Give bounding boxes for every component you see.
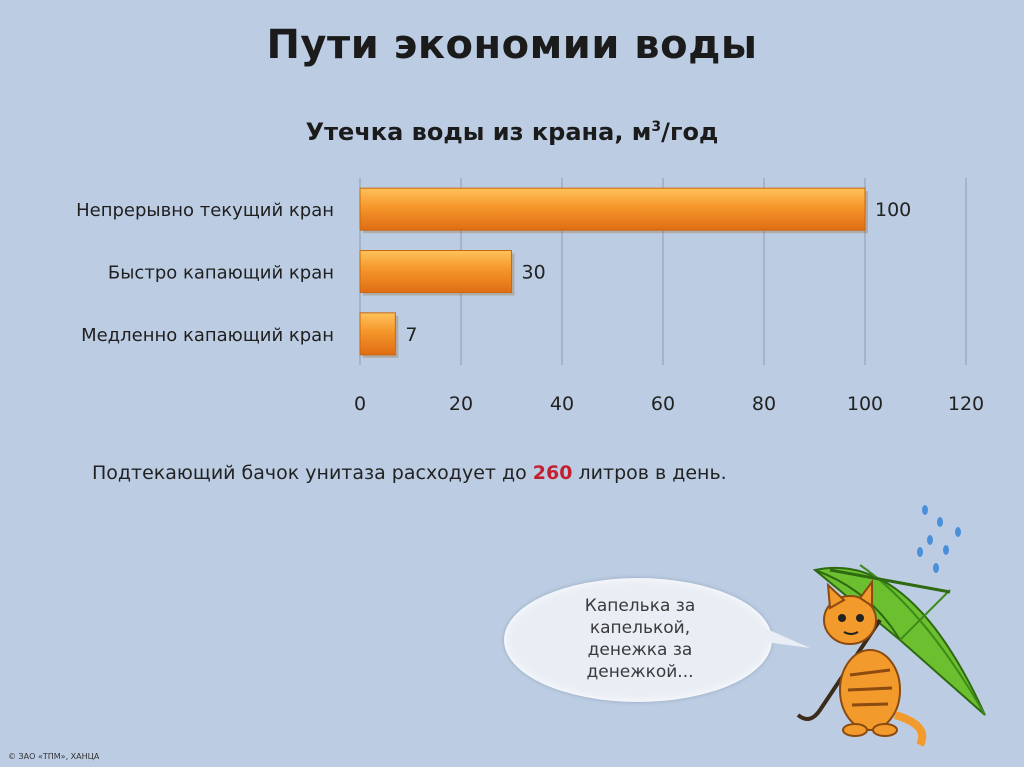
x-tick-label: 100: [847, 393, 883, 415]
x-tick-label: 20: [449, 393, 473, 415]
category-label: Быстро капающий кран: [108, 263, 334, 284]
category-label: Непрерывно текущий кран: [76, 200, 334, 221]
x-tick-label: 40: [550, 393, 574, 415]
data-label: 100: [875, 199, 911, 221]
copyright: © ЗАО «ТПМ», ХАНЦА: [8, 752, 100, 761]
bubble-line: Капелька за: [584, 596, 696, 616]
bar: [359, 250, 512, 293]
x-tick-label: 0: [354, 393, 366, 415]
x-tick-label: 60: [651, 393, 675, 415]
chart-title-tail: /год: [661, 118, 719, 146]
bar-layer: [359, 187, 868, 358]
leak-note: Подтекающий бачок унитаза расходует до 2…: [92, 462, 727, 484]
bubble-tail: [760, 626, 810, 648]
note-before: Подтекающий бачок унитаза расходует до: [92, 462, 533, 484]
note-highlight: 260: [532, 462, 573, 484]
cat-with-umbrella-illustration: [796, 505, 986, 747]
label-layer: 0 20 40 60 80 100 120 Непрерывно текущий кран 10…: [76, 199, 984, 415]
data-label: 30: [522, 262, 546, 284]
bar: [359, 187, 866, 231]
chart-title: Утечка воды из крана, м3/год: [0, 118, 1024, 146]
bubble-line: капелькой,: [589, 618, 691, 638]
bubble-line: денежкой...: [586, 662, 694, 682]
bubble-text: Капелька за капелькой, денежка за денежк…: [540, 595, 740, 683]
category-label: Медленно капающий кран: [81, 325, 334, 346]
chart-title-sup: 3: [651, 119, 662, 135]
x-tick-label: 80: [752, 393, 776, 415]
bubble-line: денежка за: [587, 640, 693, 660]
data-label: 7: [405, 324, 417, 346]
raindrops-icon: [917, 505, 961, 573]
chart-title-main: Утечка воды из крана, м: [305, 118, 652, 146]
x-tick-label: 120: [948, 393, 984, 415]
page-title: Пути экономии воды: [266, 22, 758, 68]
note-after: литров в день.: [572, 462, 727, 484]
bar-chart: 0 20 40 60 80 100 120 Непрерывно текущий кран 10…: [76, 178, 984, 415]
bar: [359, 312, 396, 356]
speech-bubble: [504, 578, 772, 702]
cat-icon: [823, 579, 927, 747]
